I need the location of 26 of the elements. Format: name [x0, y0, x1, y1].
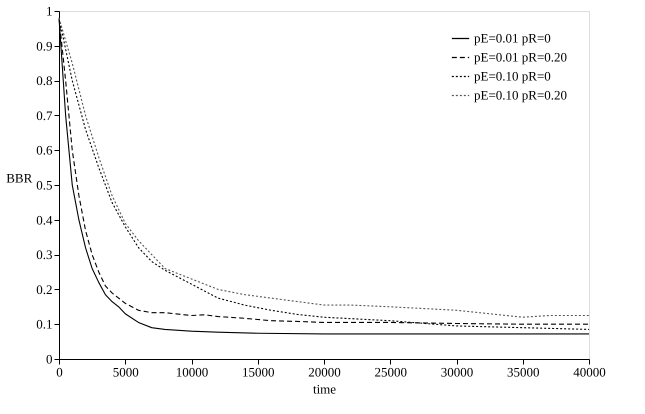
y-tick-label: 0.1	[36, 316, 52, 332]
x-tick-label: 10000	[176, 364, 208, 380]
legend-label: pE=0.10 pR=0.20	[474, 88, 568, 102]
y-tick-label: 0.5	[36, 178, 52, 192]
y-tick-label: 0.9	[36, 38, 52, 54]
x-tick-label: 20000	[308, 364, 341, 380]
y-axis-title: BBR	[6, 170, 33, 186]
x-tick-label: 25000	[374, 364, 407, 380]
legend-label: pE=0.01 pR=0	[474, 30, 551, 46]
x-tick-label: 40000	[573, 364, 606, 380]
y-tick-label: 0.6	[36, 142, 53, 158]
y-tick-label: 0	[46, 352, 52, 366]
y-tick-label: 1	[46, 4, 52, 18]
x-tick-label: 0	[56, 364, 63, 380]
y-tick-label: 0.4	[36, 212, 53, 228]
x-tick-label: 30000	[440, 364, 474, 380]
x-tick-label: 15000	[242, 364, 274, 380]
y-tick-label: 0.2	[36, 282, 52, 297]
y-tick-label: 0.3	[36, 247, 52, 262]
x-axis-title: time	[312, 382, 336, 396]
y-tick-label: 0.7	[36, 108, 53, 123]
x-tick-label: 35000	[507, 364, 540, 380]
x-tick-label: 5000	[112, 364, 139, 380]
y-tick-label: 0.8	[36, 73, 52, 88]
legend-label: pE=0.01 pR=0.20	[474, 50, 568, 64]
legend-label: pE=0.10 pR=0	[474, 68, 551, 84]
